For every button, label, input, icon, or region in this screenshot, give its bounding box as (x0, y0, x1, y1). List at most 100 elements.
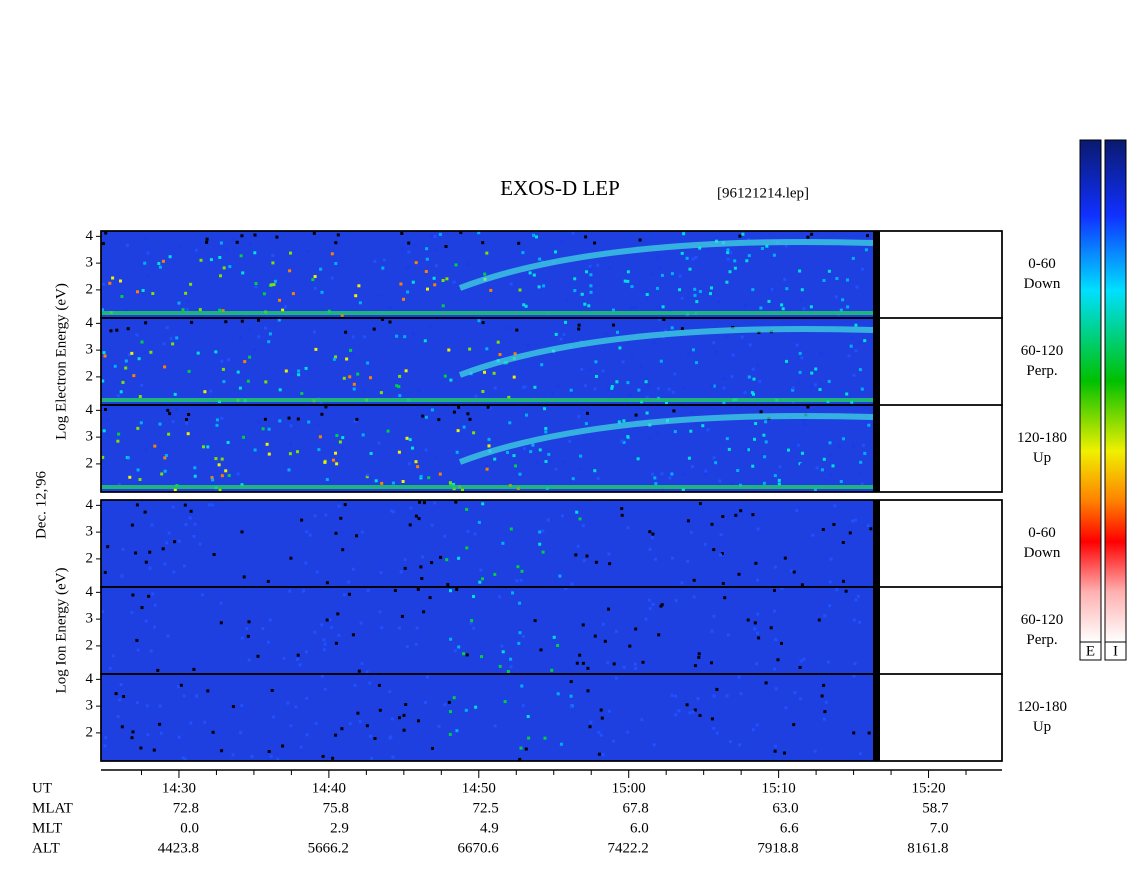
spectrogram-pixel (673, 372, 677, 376)
spectrogram-pixel (288, 452, 292, 456)
spectrogram-pixel (356, 372, 360, 376)
spectrogram-pixel (405, 645, 409, 649)
spectrogram-pixel (405, 436, 409, 440)
spectrogram-pixel (320, 623, 324, 627)
spectrogram-pixel (206, 689, 210, 693)
spectrogram-pixel (731, 353, 735, 357)
spectrogram-pixel (128, 475, 132, 479)
spectrogram-pixel (710, 629, 714, 633)
spectrogram-pixel (828, 604, 832, 608)
spectrogram-pixel (780, 587, 784, 590)
spectrogram-pixel (419, 474, 423, 478)
spectrogram-pixel (104, 231, 108, 235)
spectrogram-pixel (264, 380, 268, 384)
spectrogram-pixel (855, 285, 859, 289)
file-label: [96121214.lep] (717, 185, 809, 201)
spectrogram-pixel (369, 452, 373, 455)
spectrogram-pixel (455, 450, 459, 454)
spectrogram-pixel (652, 743, 656, 747)
spectrogram-pixel (691, 710, 695, 714)
spectrogram-pixel (149, 350, 153, 354)
spectrogram-pixel (832, 523, 836, 526)
spectrogram-pixel (334, 241, 338, 245)
spectrogram-pixel (524, 304, 528, 308)
spectrogram-pixel (541, 529, 545, 533)
spectrogram-pixel (423, 339, 427, 343)
spectrogram-pixel (595, 375, 598, 378)
spectrogram-pixel (379, 294, 383, 298)
spectrogram-pixel (132, 374, 136, 378)
y-tick-label: 3 (86, 342, 94, 358)
spectrogram-pixel (305, 650, 308, 654)
spectrogram-pixel (544, 460, 548, 463)
white-region (880, 501, 1001, 760)
spectrogram-pixel (120, 725, 124, 729)
spectrogram-pixel (585, 554, 589, 558)
spectrogram-pixel (353, 419, 357, 423)
spectrogram-pixel (162, 342, 166, 346)
spectrogram-pixel (488, 406, 492, 410)
spectrogram-pixel (611, 308, 615, 312)
spectrogram-pixel (556, 692, 560, 696)
spectrogram-pixel (493, 572, 497, 576)
spectrogram-arc (458, 238, 874, 291)
spectrogram-pixel (144, 448, 148, 452)
spectrogram-pixel (171, 342, 175, 346)
spectrogram-pixel (737, 572, 741, 576)
spectrogram-pixel (737, 675, 741, 679)
spectrogram-pixel (769, 626, 773, 630)
spectrogram-pixel (561, 514, 564, 518)
spectrogram-pixel (743, 304, 747, 307)
spectrogram-pixel (424, 270, 428, 273)
spectrogram-pixel (773, 609, 776, 613)
x-tick-label: 14:40 (312, 780, 346, 796)
spectrogram-pixel (240, 704, 244, 707)
spectrogram-pixel (406, 290, 410, 294)
spectrogram-pixel (854, 349, 858, 353)
spectrogram-pixel (276, 757, 280, 761)
spectrogram-pixel (719, 533, 723, 537)
spectrogram-pixel (620, 439, 624, 443)
spectrogram-pixel (456, 429, 460, 433)
spectrogram-pixel (305, 249, 309, 253)
spectrogram-pixel (657, 318, 661, 322)
spectrogram-pixel (474, 394, 478, 398)
spectrogram-pixel (459, 231, 463, 235)
spectrogram-pixel (685, 256, 689, 260)
x-tick-label: 14:30 (162, 780, 196, 796)
spectrogram-pixel (464, 708, 468, 712)
spectrogram-pixel (467, 262, 471, 266)
y-tick-label: 2 (86, 281, 94, 297)
spectrogram-pixel (659, 604, 663, 608)
spectrogram-pixel (689, 429, 693, 433)
spectrogram-pixel (763, 455, 767, 459)
spectrogram-pixel (240, 319, 244, 323)
spectrogram-pixel (728, 270, 732, 274)
spectrogram-pixel (150, 523, 154, 527)
spectrogram-pixel (520, 684, 524, 688)
ephemeris-label: UT (32, 780, 52, 796)
spectrogram-pixel (526, 715, 530, 718)
spectrogram-pixel (215, 423, 219, 427)
spectrogram-pixel (340, 313, 344, 317)
spectrogram-pixel (262, 292, 266, 296)
spectrogram-pixel (811, 533, 815, 537)
spectrogram-pixel (338, 440, 342, 444)
x-tick-label: 15:10 (762, 780, 796, 796)
spectrogram-pixel (189, 282, 193, 286)
spectrogram-pixel (594, 560, 598, 564)
spectrogram-pixel (466, 530, 470, 533)
spectrogram-pixel (726, 257, 730, 261)
spectrogram-pixel (411, 446, 414, 450)
spectrogram-pixel (714, 461, 718, 465)
spectrogram-pixel (153, 444, 157, 448)
spectrogram-pixel (382, 258, 386, 262)
spectrogram-pixel (682, 387, 686, 390)
spectrogram-pixel (163, 365, 167, 369)
spectrogram-pixel (756, 631, 759, 635)
spectrogram-pixel (538, 257, 542, 261)
ephemeris-label: ALT (32, 840, 60, 856)
spectrogram-pixel (577, 415, 581, 419)
ephemeris-value: 5666.2 (308, 840, 349, 856)
panel-angle: 120-180 (1017, 699, 1067, 715)
